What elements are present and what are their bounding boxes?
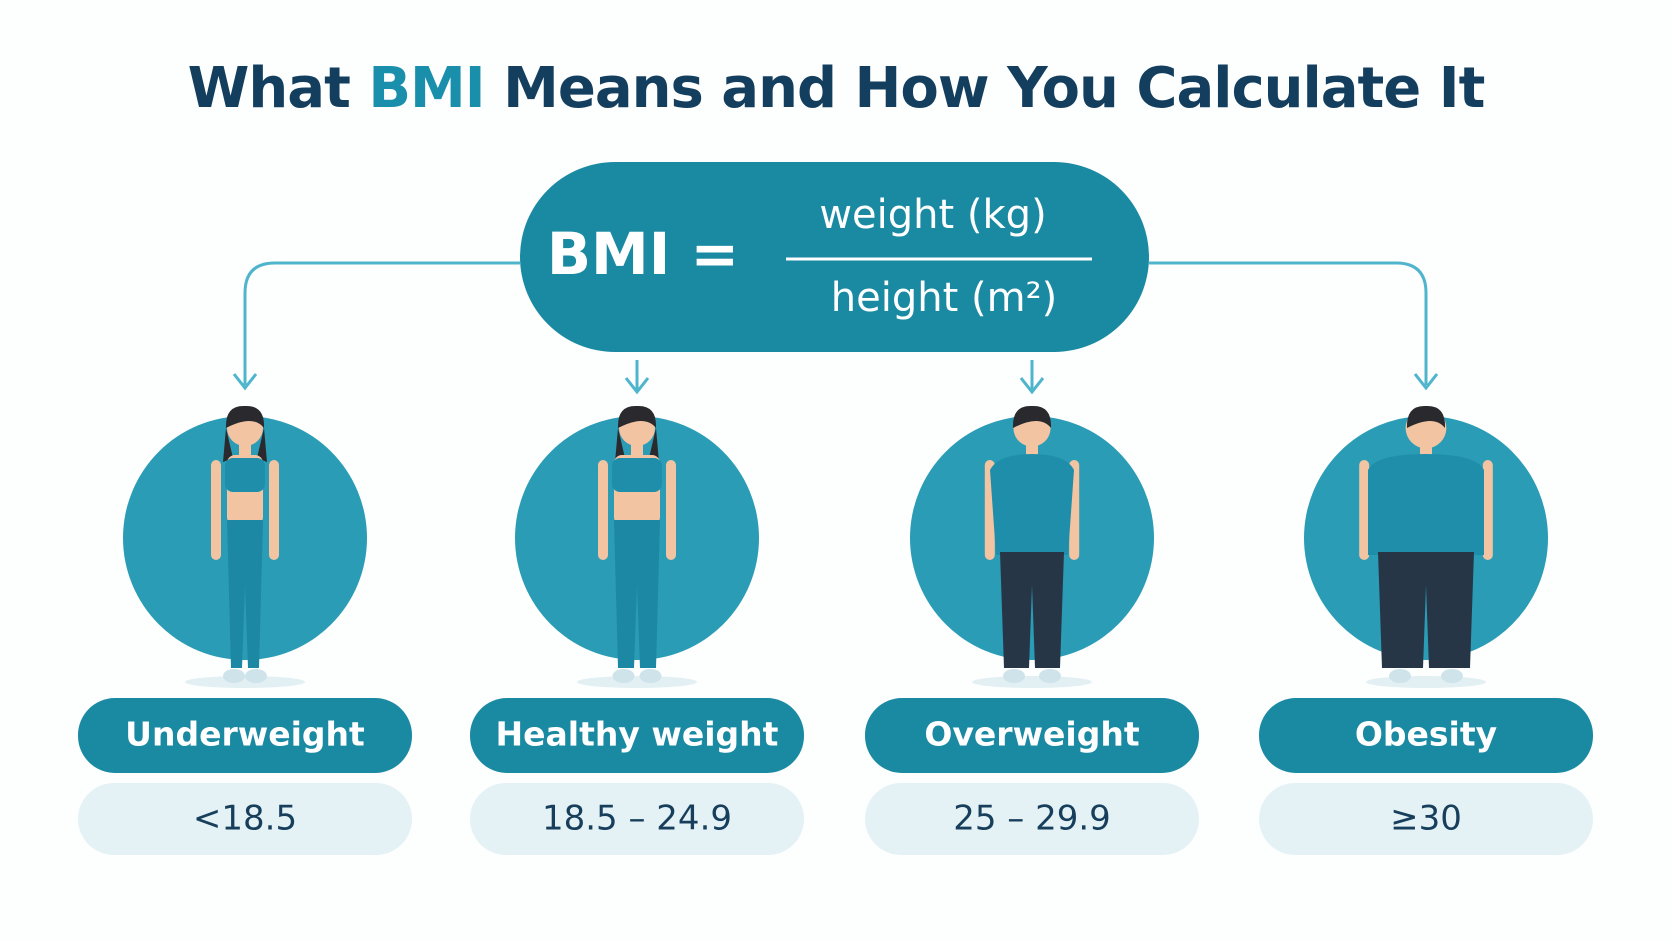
category-pill: [470, 698, 804, 773]
person-figure: [598, 405, 676, 683]
pants: [1378, 552, 1474, 668]
category-range: <18.5: [193, 799, 297, 839]
category-range: 18.5 – 24.9: [542, 799, 732, 839]
connector: [243, 261, 520, 385]
long-hair: [223, 428, 267, 462]
arm: [598, 460, 608, 560]
shoe: [223, 669, 245, 683]
range-pill: [865, 783, 1199, 855]
arrowhead: [232, 373, 258, 391]
neck: [1420, 444, 1432, 456]
arm: [1482, 460, 1493, 560]
category-name: Underweight: [125, 715, 365, 754]
range-pill: [1259, 783, 1593, 855]
category: Overweight 25 – 29.9: [865, 405, 1199, 855]
figure-shadow: [1366, 676, 1486, 688]
category-range: 25 – 29.9: [953, 799, 1111, 839]
shoe: [1389, 669, 1411, 683]
category: Underweight <18.5: [78, 405, 412, 855]
category-name: Healthy weight: [496, 715, 779, 754]
pants: [1000, 552, 1064, 668]
connectors: [232, 261, 1439, 395]
neck: [1026, 444, 1038, 456]
category-name: Overweight: [924, 715, 1140, 754]
shoe: [639, 669, 662, 683]
title-end: Means and How You Calculate It: [503, 56, 1484, 121]
person-figure: [984, 405, 1080, 683]
categories: Underweight <18.5 Healthy weight 18.5 – 24.…: [78, 405, 1593, 855]
category-pill: [78, 698, 412, 773]
connector: [1149, 261, 1428, 385]
hair: [1012, 405, 1052, 428]
arm: [269, 460, 279, 560]
shoe: [1441, 669, 1463, 683]
shirt: [1368, 454, 1484, 555]
category: Healthy weight 18.5 – 24.9: [470, 405, 804, 855]
range-pill: [78, 783, 412, 855]
figure-shadow: [185, 676, 305, 688]
formula-denominator: height (m²): [831, 275, 1057, 321]
range-pill: [470, 783, 804, 855]
title: What BMI Means and How You Calculate It: [188, 56, 1485, 121]
arrowhead: [624, 377, 650, 395]
top: [612, 458, 662, 492]
figure-shadow: [972, 676, 1092, 688]
neck: [239, 444, 251, 456]
shoe: [1039, 669, 1061, 683]
hair: [617, 405, 657, 428]
pants: [614, 520, 660, 668]
title-start: What: [188, 56, 350, 121]
neck: [631, 444, 643, 456]
arrowhead: [1413, 373, 1439, 391]
shoe: [245, 669, 267, 683]
hair: [225, 405, 265, 428]
shoe: [1003, 669, 1025, 683]
category: Obesity ≥30: [1259, 405, 1593, 855]
formula-numerator: weight (kg): [819, 192, 1046, 238]
arm: [666, 460, 676, 560]
arm: [1359, 460, 1370, 560]
category-range: ≥30: [1390, 799, 1462, 839]
category-pill: [865, 698, 1199, 773]
shirt: [990, 454, 1074, 555]
person-figure: [211, 405, 279, 683]
hair: [1406, 405, 1446, 428]
arm: [211, 460, 221, 560]
title-highlight: BMI: [368, 56, 484, 121]
category-pill: [1259, 698, 1593, 773]
category-name: Obesity: [1355, 715, 1497, 754]
figure-shadow: [577, 676, 697, 688]
person-figure: [1359, 405, 1493, 683]
formula-pill: [520, 162, 1149, 352]
arrowhead: [1019, 377, 1045, 395]
shoe: [612, 669, 635, 683]
top: [225, 458, 265, 492]
formula-lhs: BMI =: [547, 220, 739, 288]
pants: [227, 520, 263, 668]
